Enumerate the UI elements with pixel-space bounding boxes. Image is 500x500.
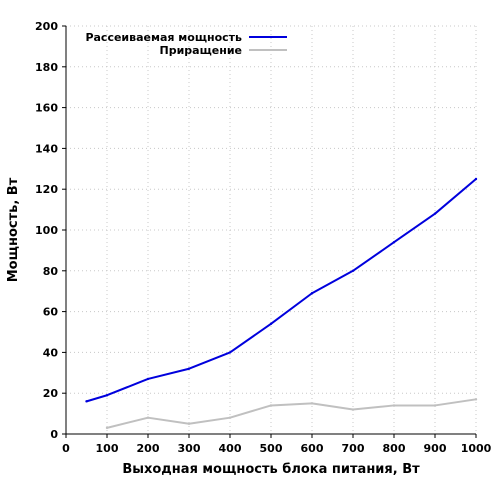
legend-label: Приращение <box>160 44 242 57</box>
data-point <box>228 416 232 419</box>
x-tick-label: 100 <box>96 442 119 455</box>
series-line-0 <box>86 178 477 403</box>
data-point <box>146 377 150 381</box>
x-tick-label: 700 <box>342 442 365 455</box>
x-tick-label: 900 <box>424 442 447 455</box>
grid <box>66 25 477 434</box>
x-tick-label: 600 <box>301 442 324 455</box>
y-tick-label: 100 <box>35 224 58 237</box>
y-tick-label: 80 <box>43 265 59 278</box>
data-point <box>85 400 88 403</box>
data-point <box>269 322 273 326</box>
x-tick-label: 500 <box>260 442 283 455</box>
x-tick-label: 0 <box>62 442 70 455</box>
y-tick-label: 120 <box>35 183 58 196</box>
y-tick-label: 180 <box>35 61 58 74</box>
x-tick-label: 300 <box>178 442 201 455</box>
data-point <box>310 292 314 295</box>
data-point <box>392 241 396 244</box>
y-tick-label: 20 <box>43 387 59 400</box>
x-tick-label: 400 <box>219 442 242 455</box>
x-tick-label: 200 <box>137 442 160 455</box>
y-tick-label: 140 <box>35 142 58 155</box>
data-point <box>105 426 109 430</box>
data-point <box>310 402 314 405</box>
series-line-1 <box>106 398 477 429</box>
series <box>85 177 478 430</box>
data-point <box>433 404 437 407</box>
y-tick-label: 60 <box>43 306 59 319</box>
data-point <box>433 212 437 215</box>
data-point <box>392 404 396 407</box>
y-tick-label: 0 <box>50 428 58 441</box>
x-tick-label: 800 <box>383 442 406 455</box>
y-axis-title: Мощность, Вт <box>6 177 21 282</box>
data-point <box>474 398 478 401</box>
y-tick-label: 40 <box>43 346 59 359</box>
data-point <box>146 416 150 419</box>
y-tick-label: 160 <box>35 102 58 115</box>
data-point <box>187 367 191 370</box>
data-point <box>187 422 191 425</box>
legend-label: Рассеиваемая мощность <box>85 31 242 44</box>
data-point <box>228 351 232 354</box>
axes: 0 100 200 300 400 500 600 700 800 900 1000 0 20 40 60 8… <box>35 20 492 455</box>
y-tick-label: 200 <box>35 20 58 33</box>
data-point <box>351 269 355 272</box>
x-tick-label: 1000 <box>461 442 492 455</box>
data-point <box>474 177 478 181</box>
data-point <box>105 394 109 397</box>
data-point <box>269 404 273 407</box>
data-point <box>351 408 355 411</box>
x-axis-title: Выходная мощность блока питания, Вт <box>122 462 420 477</box>
